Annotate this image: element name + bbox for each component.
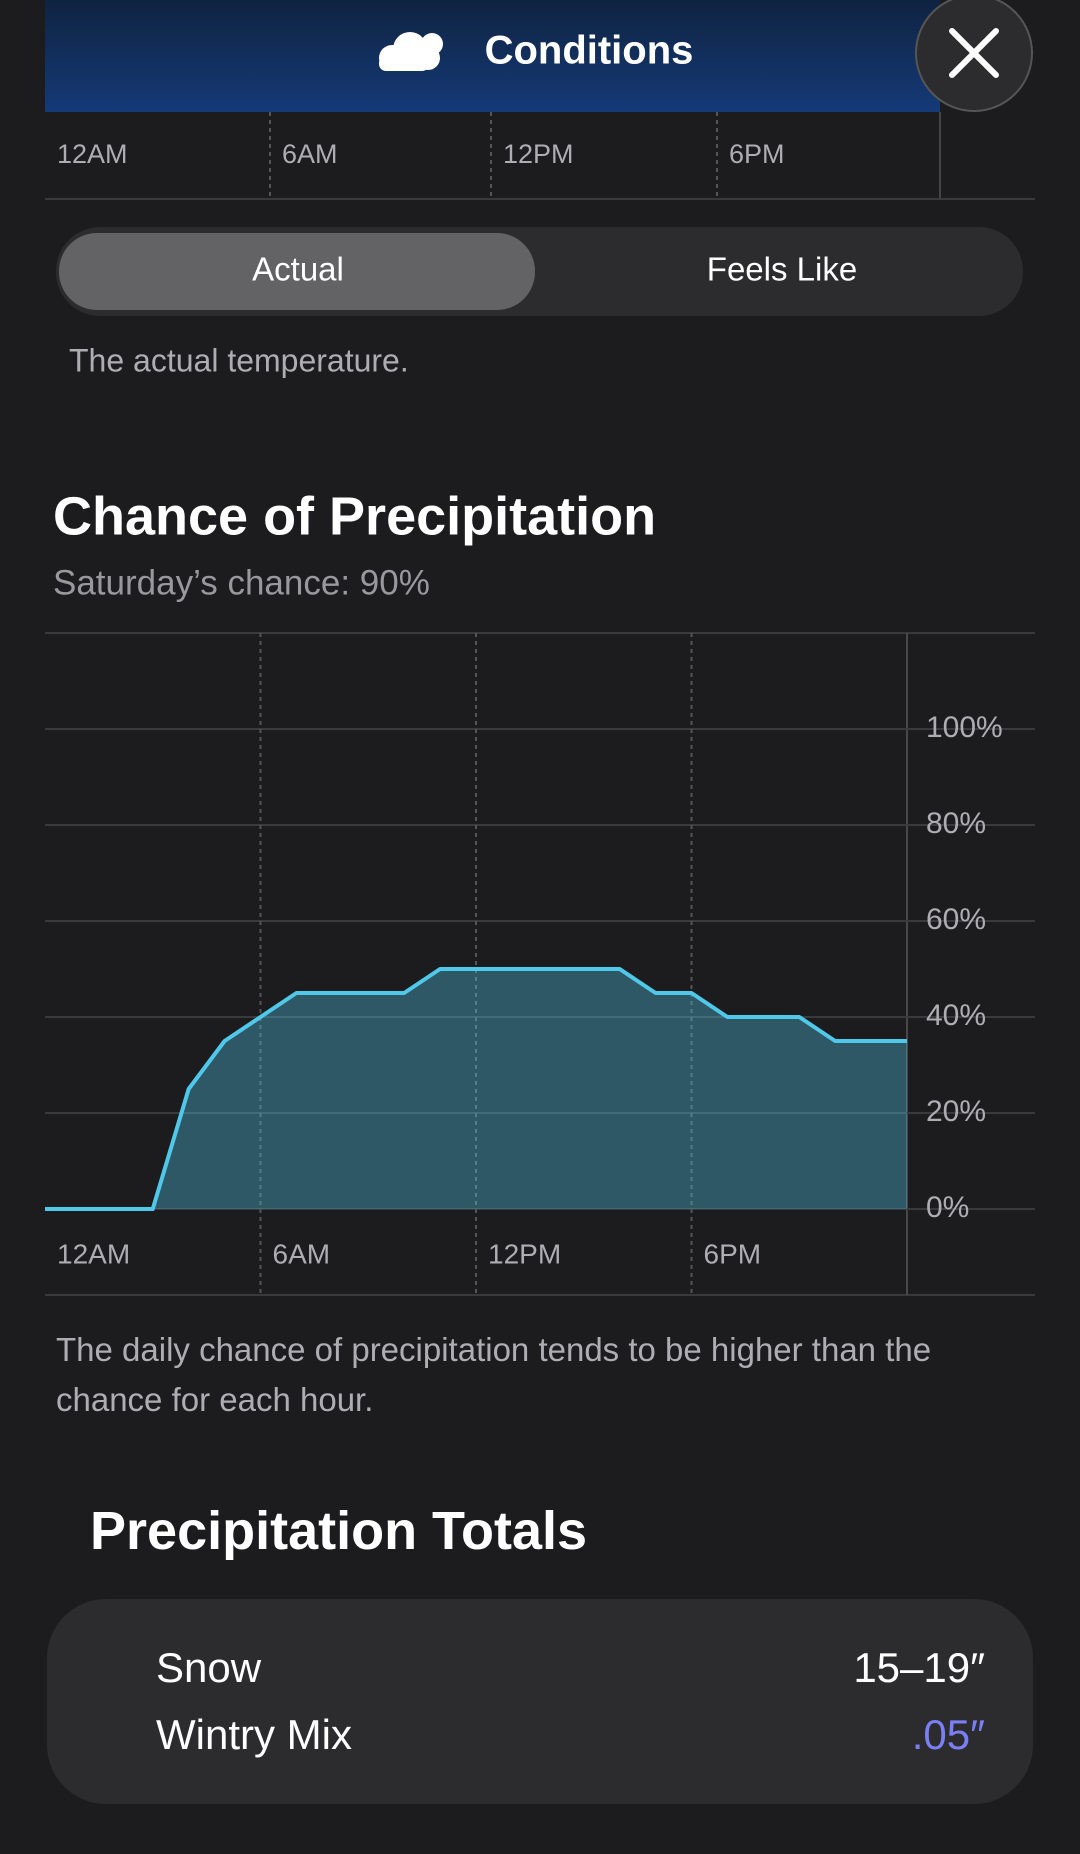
line — [45, 967, 907, 1211]
chart-title: Chance of Precipitation — [53, 486, 656, 546]
description: The actual temperature. — [69, 342, 409, 378]
x-tick-label: 12PM — [503, 139, 574, 169]
segment-selected[interactable] — [59, 233, 535, 310]
item-amount: 15–19″ — [853, 1644, 985, 1691]
y-tick-label: 0% — [926, 1191, 969, 1224]
x-tick-label: 6AM — [282, 139, 338, 169]
y-tick-label: 80% — [926, 807, 986, 840]
y-tick-label: 100% — [926, 711, 1003, 744]
chart-note: The daily chance of precipitation tends … — [56, 1331, 932, 1418]
totals-title: Precipitation Totals — [90, 1501, 588, 1561]
totals-card — [47, 1599, 1033, 1804]
cloud-icon — [379, 32, 443, 71]
item-name: Snow — [156, 1644, 262, 1691]
x-tick-label: 6PM — [729, 139, 785, 169]
segment-label: Feels Like — [707, 251, 857, 288]
header-title: Conditions — [485, 29, 694, 73]
x-tick-label: 12PM — [488, 1238, 561, 1269]
y-tick-label: 60% — [926, 903, 986, 936]
chart-subtitle: Saturday’s chance: 90% — [53, 563, 430, 602]
x-tick-label: 12AM — [57, 1238, 130, 1269]
y-tick-label: 40% — [926, 999, 986, 1032]
item-name: Wintry Mix — [156, 1711, 352, 1758]
y-tick-label: 20% — [926, 1095, 986, 1128]
temperature-chart-crop — [45, 0, 940, 112]
x-tick-label: 12AM — [57, 139, 128, 169]
area — [45, 969, 907, 1209]
close-button[interactable] — [915, 0, 1033, 112]
segment-label: Actual — [252, 251, 344, 288]
x-tick-label: 6AM — [273, 1238, 331, 1269]
x-tick-label: 6PM — [704, 1238, 762, 1269]
item-amount: .05″ — [911, 1711, 985, 1758]
